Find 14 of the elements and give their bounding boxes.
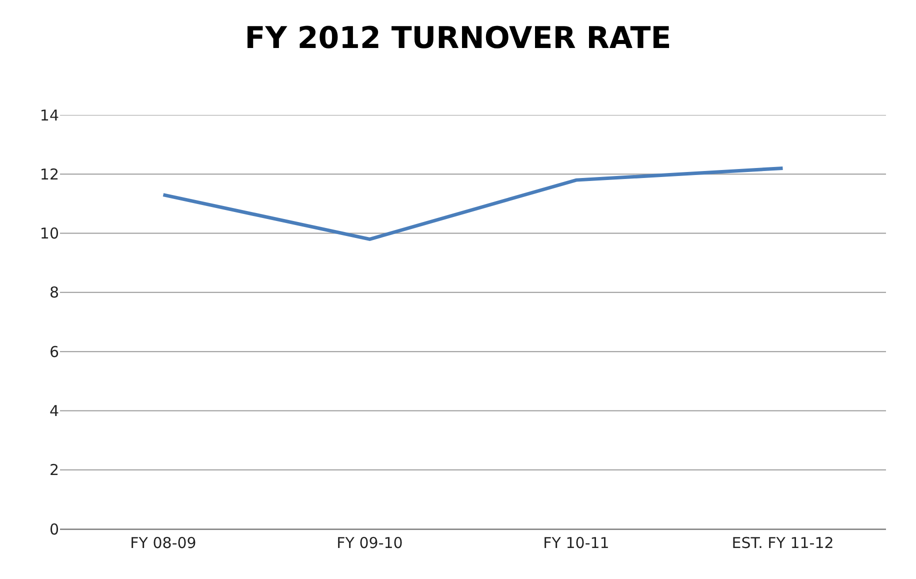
x-tick-label: EST. FY 11-12	[732, 534, 834, 552]
y-tick-label: 14	[40, 106, 59, 124]
x-tick-label: FY 09-10	[336, 534, 403, 552]
y-tick-label: 4	[49, 402, 59, 420]
y-tick-label: 6	[49, 342, 59, 361]
chart-title: FY 2012 TURNOVER RATE	[244, 21, 672, 56]
y-tick-label: 12	[40, 165, 59, 184]
y-tick-label: 2	[49, 461, 59, 480]
y-tick-label: 10	[40, 224, 59, 243]
x-tick-label: FY 08-09	[130, 534, 196, 552]
y-tick-label: 8	[49, 284, 59, 302]
line-series	[162, 166, 784, 241]
y-tick-label: 0	[49, 520, 59, 538]
x-tick-label: FY 10-11	[543, 534, 610, 552]
